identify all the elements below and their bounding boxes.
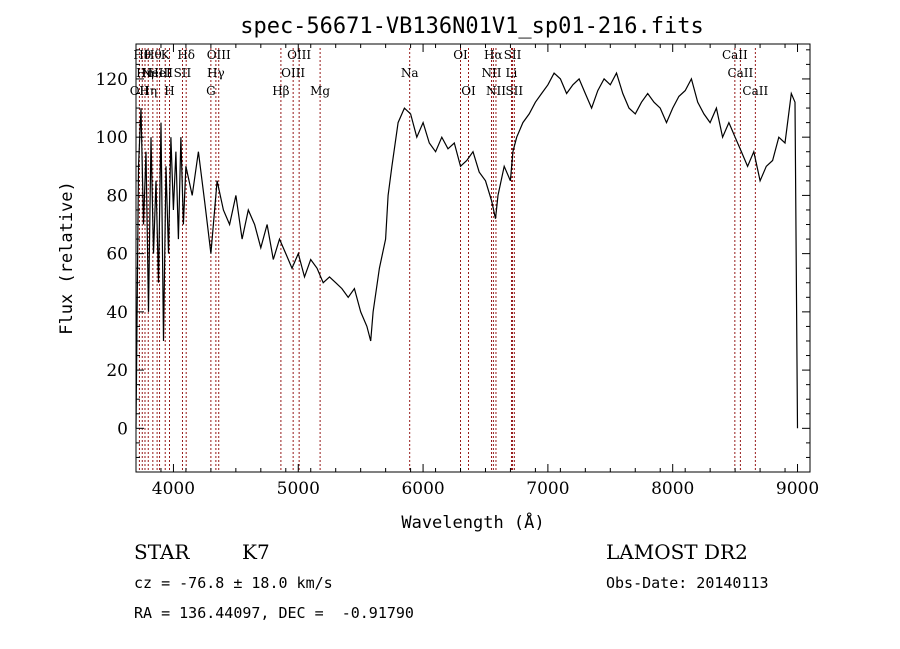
y-axis-ticks: 0 20 40 60 80 100 120 — [96, 49, 810, 458]
coordinates-readout: RA = 136.44097, DEC = -0.91790 — [134, 604, 414, 622]
x-tick-label: 4000 — [152, 479, 195, 499]
emission-line-label: OIII — [281, 66, 305, 80]
plot-frame — [135, 43, 811, 473]
emission-line-label: Hγ — [207, 66, 225, 80]
emission-line-label: HeI — [148, 66, 171, 80]
observation-date: Obs-Date: 20140113 — [606, 574, 769, 592]
spectral-subclass: K7 — [242, 540, 270, 564]
emission-line-label: OI — [461, 84, 476, 98]
emission-line-label: NII — [481, 66, 501, 80]
x-axis-ticks: 4000 5000 6000 7000 8000 9000 — [135, 44, 819, 499]
chart-title: spec-56671-VB136N01V1_sp01-216.fits — [240, 14, 704, 39]
emission-line-label: Hα — [484, 48, 503, 62]
y-tick-label: 60 — [106, 245, 128, 265]
emission-line-label: OII — [130, 84, 150, 98]
y-tick-label: 120 — [96, 70, 128, 90]
emission-line-label: NeIII — [141, 66, 173, 80]
emission-line-label: CaII — [742, 84, 768, 98]
object-class: STAR — [134, 540, 190, 564]
x-tick-label: 5000 — [277, 479, 320, 499]
x-tick-label: 8000 — [651, 479, 694, 499]
emission-line-label: K — [161, 48, 171, 62]
emission-line-label: SII — [504, 48, 522, 62]
x-tick-label: 7000 — [526, 479, 569, 499]
emission-line-label: SII — [174, 66, 192, 80]
emission-line-label: CaII — [727, 66, 753, 80]
emission-line-label: Hθ — [133, 48, 151, 62]
emission-line-label: OIII — [287, 48, 311, 62]
emission-line-label: Na — [401, 66, 419, 80]
x-tick-label: 9000 — [776, 479, 819, 499]
emission-line-label: Hη — [139, 84, 157, 98]
emission-line-label: NII — [486, 84, 506, 98]
x-axis-label: Wavelength (Å) — [401, 511, 544, 533]
emission-line-label: Hβ — [272, 84, 289, 98]
y-tick-label: 80 — [106, 186, 128, 206]
emission-line-label: Li — [506, 66, 518, 80]
emission-line-labels: OIIHθHηHηHθNeIIIHeIKHSIIHδGHγOIIIHβOIIIO… — [130, 48, 769, 98]
emission-line-label: OIII — [207, 48, 231, 62]
emission-line-markers — [138, 48, 756, 472]
emission-line-label: G — [206, 84, 216, 98]
y-tick-label: 40 — [106, 303, 128, 323]
y-tick-label: 20 — [106, 361, 128, 381]
emission-line-label: Hθ — [144, 48, 162, 62]
emission-line-label: Hη — [136, 66, 154, 80]
emission-line-label: Hδ — [177, 48, 195, 62]
emission-line-label: H — [164, 84, 174, 98]
emission-line-label: Mg — [310, 84, 330, 98]
y-tick-label: 100 — [96, 128, 128, 148]
spectrum-line — [135, 71, 799, 429]
x-tick-label: 6000 — [401, 479, 444, 499]
survey-name: LAMOST DR2 — [606, 540, 748, 564]
emission-line-label: CaII — [722, 48, 748, 62]
emission-line-label: OI — [453, 48, 468, 62]
redshift-readout: cz = -76.8 ± 18.0 km/s — [134, 574, 333, 592]
emission-line-label: SII — [505, 84, 523, 98]
y-tick-label: 0 — [117, 419, 128, 439]
y-axis-label: Flux (relative) — [57, 181, 77, 335]
